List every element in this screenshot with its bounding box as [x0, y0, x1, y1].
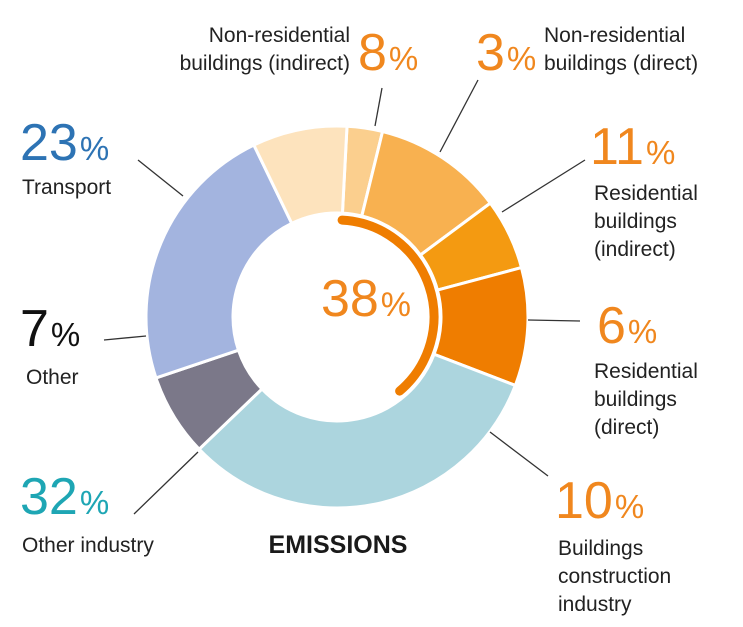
slice-value-label: 32%: [20, 468, 109, 526]
slice-category-label: Transport: [22, 176, 111, 199]
leader-line: [133, 451, 199, 515]
slice-value-label: 3%: [476, 24, 536, 82]
center-value: 38%: [321, 270, 411, 328]
leader-line: [439, 79, 479, 153]
slice-category-label: (indirect): [594, 238, 676, 261]
chart-title: EMISSIONS: [269, 531, 408, 559]
leader-line: [489, 431, 549, 477]
buildings-share-arc-layer: [337, 215, 439, 396]
center-value-number: 38: [321, 270, 379, 328]
slice-category-label: Other: [26, 366, 79, 389]
slice-labels: 3% Non-residential buildings (direct) 11% Re…: [20, 24, 698, 616]
slice-value-label: 23%: [20, 114, 109, 172]
slice-category-label: (direct): [594, 416, 659, 439]
buildings-share-arc: [337, 215, 439, 396]
slice-category-label: Buildings: [558, 537, 643, 560]
leader-line: [527, 319, 581, 322]
slice-category-label: industry: [558, 593, 632, 616]
slice-category-label: Residential: [594, 182, 698, 205]
slice-category-label: buildings (indirect): [180, 52, 350, 75]
leader-lines: [103, 79, 586, 515]
slice-value-label: 7%: [20, 300, 80, 358]
slice-category-label: Other industry: [22, 534, 154, 557]
slice-category-label: Non-residential: [209, 24, 350, 47]
leader-line: [137, 159, 184, 197]
slice-category-label: construction: [558, 565, 671, 588]
slice-category-label: Residential: [594, 360, 698, 383]
slice-category-label: buildings: [594, 210, 677, 233]
center-value-unit: %: [381, 286, 411, 324]
slice-category-label: Non-residential: [544, 24, 685, 47]
slice-category-label: buildings (direct): [544, 52, 698, 75]
donut-slice: [252, 124, 349, 225]
slice-value-label: 10%: [555, 472, 644, 530]
leader-line: [374, 87, 383, 127]
slice-value-label: 6%: [597, 297, 657, 355]
slice-value-label: 11%: [590, 118, 675, 176]
donut-slice: [144, 143, 294, 380]
svg-text:38%: 38%: [321, 270, 411, 328]
donut-slices: [144, 124, 530, 510]
slice-category-label: buildings: [594, 388, 677, 411]
donut-slice: [197, 352, 517, 510]
leader-line: [103, 335, 147, 341]
slice-value-label: 8%: [358, 24, 418, 82]
leader-line: [501, 159, 586, 213]
